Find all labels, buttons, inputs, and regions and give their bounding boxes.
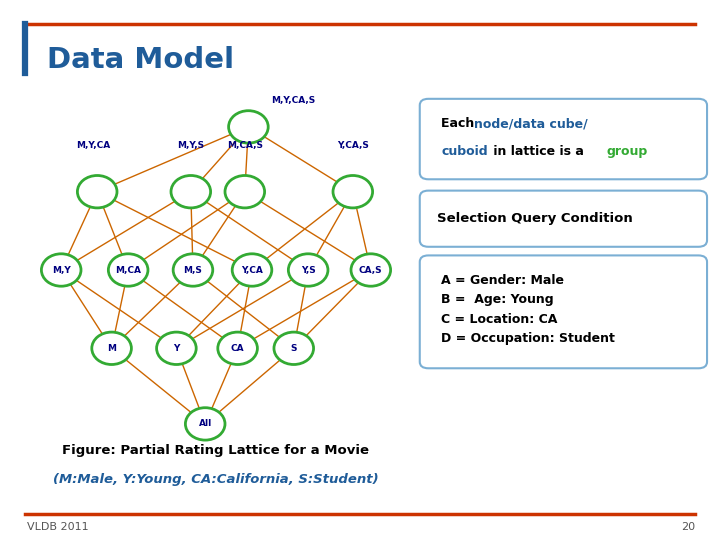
Text: Y,CA,S: Y,CA,S [337, 140, 369, 150]
Text: S: S [290, 344, 297, 353]
Text: M,CA: M,CA [115, 266, 141, 274]
Ellipse shape [228, 111, 268, 143]
Text: Y,CA: Y,CA [241, 266, 263, 274]
Ellipse shape [42, 254, 81, 286]
Ellipse shape [92, 332, 132, 365]
Text: group: group [607, 145, 648, 158]
Ellipse shape [78, 176, 117, 208]
Ellipse shape [171, 176, 211, 208]
Text: M,Y,CA: M,Y,CA [76, 140, 111, 150]
Ellipse shape [173, 254, 213, 286]
Text: CA,S: CA,S [359, 266, 382, 274]
Text: (M:Male, Y:Young, CA:California, S:Student): (M:Male, Y:Young, CA:California, S:Stude… [53, 473, 379, 486]
Text: All: All [199, 420, 212, 428]
Text: M,CA,S: M,CA,S [227, 140, 263, 150]
Ellipse shape [288, 254, 328, 286]
FancyBboxPatch shape [420, 99, 707, 179]
Text: VLDB 2011: VLDB 2011 [27, 522, 89, 531]
Ellipse shape [157, 332, 197, 365]
Ellipse shape [225, 176, 265, 208]
Text: A = Gender: Male
B =  Age: Young
C = Location: CA
D = Occupation: Student: A = Gender: Male B = Age: Young C = Loca… [441, 274, 615, 345]
Text: Y,S: Y,S [301, 266, 315, 274]
Ellipse shape [185, 408, 225, 440]
Text: in lattice is a: in lattice is a [489, 145, 588, 158]
FancyBboxPatch shape [420, 255, 707, 368]
Ellipse shape [274, 332, 314, 365]
Text: cuboid: cuboid [441, 145, 488, 158]
Ellipse shape [333, 176, 373, 208]
Ellipse shape [217, 332, 258, 365]
Text: M,S: M,S [184, 266, 202, 274]
Ellipse shape [351, 254, 391, 286]
Text: Selection Query Condition: Selection Query Condition [437, 212, 633, 225]
Ellipse shape [108, 254, 148, 286]
Text: M,Y,S: M,Y,S [177, 140, 204, 150]
Text: Each: Each [441, 117, 479, 130]
FancyBboxPatch shape [420, 191, 707, 247]
Text: Figure: Partial Rating Lattice for a Movie: Figure: Partial Rating Lattice for a Mov… [63, 444, 369, 457]
Text: Data Model: Data Model [47, 46, 234, 74]
Text: CA: CA [231, 344, 244, 353]
Text: Y: Y [174, 344, 179, 353]
Text: 20: 20 [680, 522, 695, 531]
Text: M: M [107, 344, 116, 353]
Ellipse shape [232, 254, 271, 286]
Text: M,Y: M,Y [52, 266, 71, 274]
Text: M,Y,CA,S: M,Y,CA,S [271, 96, 315, 105]
Text: node/data cube/: node/data cube/ [474, 117, 588, 130]
